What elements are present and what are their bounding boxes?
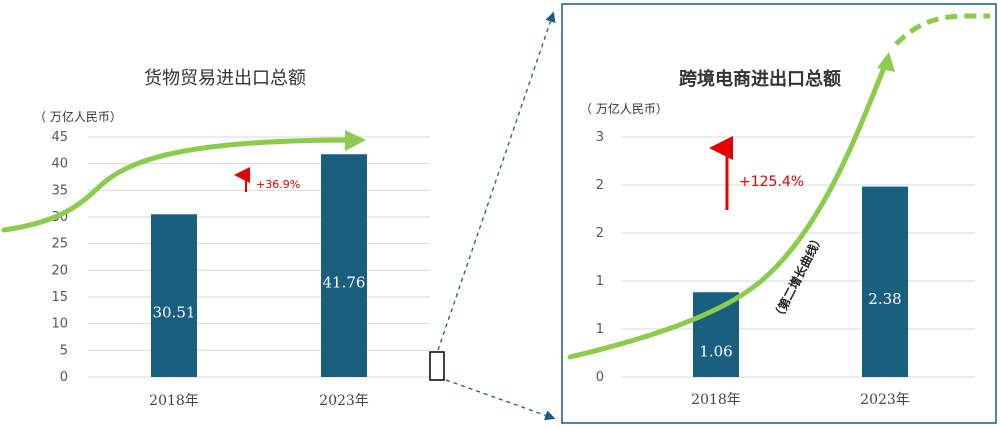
x-tick-label: 2023年	[860, 392, 910, 408]
right-chart-title: 跨境电商进出口总额	[679, 68, 841, 90]
y-tick-label: 35	[51, 183, 68, 198]
bar-2023年	[321, 154, 367, 377]
right-y-axis: 0 1 1 2 2 3	[596, 130, 604, 385]
right-chart-unit: （ 万亿人民币）	[580, 101, 668, 116]
right-growth-curve-projection	[894, 13, 990, 46]
bar-value-label: 41.76	[323, 274, 366, 292]
left-growth-curve-arrowhead	[345, 130, 366, 151]
y-tick-label: 0	[60, 370, 68, 385]
left-bars: 30.51 41.76	[151, 154, 367, 377]
y-tick-label: 3	[596, 130, 604, 145]
right-growth-curve-arrowhead	[877, 52, 895, 72]
zoom-connector-top	[437, 11, 556, 351]
right-percent-label: +125.4%	[739, 174, 804, 190]
y-tick-label: 15	[51, 290, 68, 305]
right-bars: 1.06 2.38	[693, 186, 908, 377]
right-growth-curve	[567, 62, 888, 360]
right-chart: 跨境电商进出口总额 （ 万亿人民币） 0 1 1 2 2 3 1.06 2.38 2018年…	[567, 13, 990, 408]
zoom-connector-bottom	[445, 379, 556, 421]
left-x-axis: 2018年 2023年	[149, 393, 369, 409]
left-gridlines	[88, 136, 430, 378]
left-chart-unit: （ 万亿人民币）	[34, 109, 122, 124]
y-tick-label: 1	[596, 322, 604, 337]
left-percent-label: +36.9%	[256, 178, 300, 191]
right-gridlines	[622, 136, 975, 378]
left-growth-curve	[1, 137, 358, 233]
y-tick-label: 2	[596, 226, 604, 241]
y-tick-label: 0	[596, 370, 604, 385]
bar-value-label: 30.51	[153, 304, 196, 322]
y-tick-label: 10	[51, 317, 68, 332]
x-tick-label: 2018年	[149, 393, 199, 409]
right-chart-frame	[561, 3, 997, 424]
x-tick-label: 2023年	[319, 393, 369, 409]
y-tick-label: 40	[51, 157, 68, 172]
bar-value-label: 2.38	[868, 290, 901, 308]
y-tick-label: 1	[596, 274, 604, 289]
bar-value-label: 1.06	[699, 343, 732, 361]
bar-2023年	[862, 186, 908, 377]
bar-2018年	[151, 214, 197, 377]
right-x-axis: 2018年 2023年	[691, 392, 910, 408]
bar-2018年	[693, 292, 739, 377]
zoom-source-box	[429, 351, 445, 381]
y-tick-label: 2	[596, 178, 604, 193]
y-tick-label: 5	[60, 343, 68, 358]
left-chart-title: 货物贸易进出口总额	[144, 68, 306, 89]
y-tick-label: 45	[51, 130, 68, 145]
y-tick-label: 25	[51, 237, 68, 252]
x-tick-label: 2018年	[691, 392, 741, 408]
y-tick-label: 20	[51, 263, 68, 278]
